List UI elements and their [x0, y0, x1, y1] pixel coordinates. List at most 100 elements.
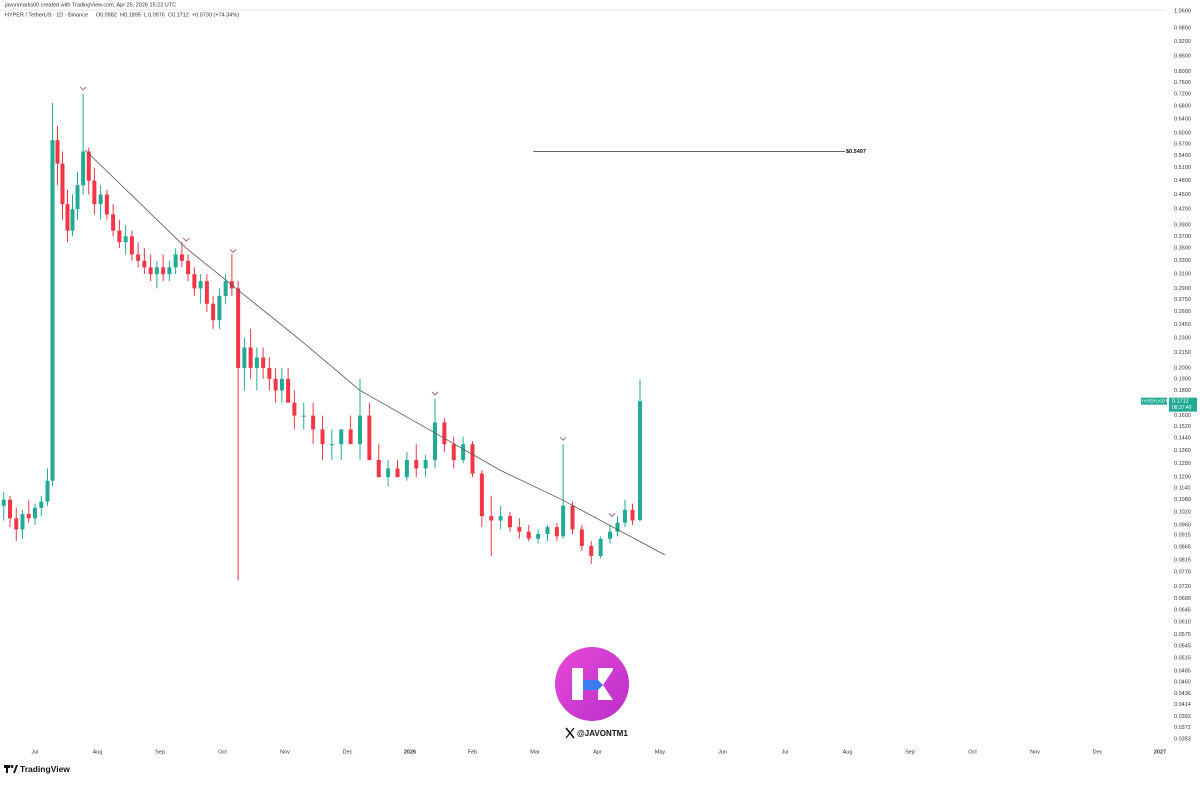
- y-tick-label: 0.0960: [1174, 522, 1191, 528]
- candle-body: [86, 151, 91, 181]
- pivot-marker: [559, 436, 567, 441]
- candle-body: [273, 378, 278, 391]
- y-tick-label: 0.8000: [1174, 69, 1191, 75]
- candle-body: [395, 468, 400, 478]
- logo: [555, 647, 629, 721]
- y-tick-label: 0.2450: [1174, 322, 1191, 328]
- candle-body: [186, 260, 191, 275]
- candle-body: [81, 151, 86, 186]
- symbol-legend: HYPER / TetherUS · 1D · Binance O 0.0982 H…: [5, 12, 239, 18]
- y-tick-label: 0.3100: [1174, 272, 1191, 278]
- x-tick-label: Jun: [718, 749, 727, 755]
- y-tick-label: 0.1900: [1174, 376, 1191, 382]
- candle-body: [161, 267, 166, 275]
- x-tick-label: Oct: [968, 749, 977, 755]
- y-tick-label: 0.0436: [1174, 691, 1191, 697]
- candle-body: [8, 499, 12, 519]
- y-tick-label: 0.1200: [1174, 475, 1191, 481]
- candle-body: [286, 378, 291, 403]
- candle-body: [517, 527, 522, 532]
- candle-body: [554, 527, 559, 537]
- x-tick-label: Feb: [468, 749, 477, 755]
- candle-body: [154, 267, 159, 275]
- candle-body: [223, 281, 228, 296]
- ohlc-letter: H: [120, 12, 124, 18]
- x-tick-label: Aug: [843, 749, 853, 755]
- y-tick-label: 0.0372: [1174, 725, 1191, 731]
- candle-body: [236, 288, 241, 368]
- x-tick-label: Apr: [593, 749, 602, 755]
- y-tick-label: 0.1280: [1174, 461, 1191, 467]
- candle-body: [329, 444, 334, 446]
- y-tick-label: 0.5400: [1174, 153, 1191, 159]
- y-tick-label: 0.2150: [1174, 350, 1191, 356]
- candle-body: [561, 505, 566, 537]
- ohlc-value: 0.0976: [148, 12, 165, 18]
- y-tick-label: 0.0770: [1174, 569, 1191, 575]
- watermark-handle: @JAVONTM1: [577, 729, 628, 738]
- candle-body: [65, 204, 70, 231]
- y-tick-label: 0.4200: [1174, 207, 1191, 213]
- y-tick-label: 0.2600: [1174, 309, 1191, 315]
- ohlc-letter: C: [168, 12, 172, 18]
- ohlc-value: 0.1712: [172, 12, 189, 18]
- y-tick-label: 0.9800: [1174, 25, 1191, 31]
- candle-body: [526, 531, 531, 539]
- footer-icon: [6, 765, 8, 773]
- y-tick-label: 0.1800: [1174, 388, 1191, 394]
- y-tick-label: 0.5100: [1174, 165, 1191, 171]
- candle-body: [608, 531, 612, 539]
- y-tick-label: 0.0414: [1174, 702, 1191, 708]
- y-tick-label: 0.0485: [1174, 668, 1191, 674]
- candle-body: [630, 509, 635, 521]
- candle-body: [623, 509, 627, 523]
- footer-icon: [13, 765, 18, 773]
- change: +0.0730 (+74.34%): [192, 12, 239, 18]
- candle-body: [442, 422, 447, 445]
- ohlc-letter: O: [96, 12, 101, 18]
- candle-body: [179, 254, 184, 261]
- candle-body: [536, 533, 541, 539]
- candle-body: [211, 303, 216, 321]
- pivot-marker: [431, 391, 439, 396]
- y-tick-label: 0.3300: [1174, 258, 1191, 264]
- y-tick-label: 0.1020: [1174, 509, 1191, 515]
- candle-body: [142, 260, 147, 268]
- candle-body: [55, 140, 60, 164]
- y-tick-label: 0.1140: [1174, 486, 1190, 492]
- y-tick-label: 0.1080: [1174, 497, 1191, 503]
- x-tick-label: Oct: [218, 749, 227, 755]
- candle-body: [589, 545, 594, 556]
- pivot-marker: [182, 237, 190, 242]
- candle-body: [451, 444, 456, 461]
- y-tick-label: 0.0915: [1174, 533, 1191, 539]
- price-tag-symbol: HYPERUSDT: [1140, 398, 1168, 403]
- candle-body: [638, 401, 642, 521]
- ohlc-value: 0.0982: [100, 12, 117, 18]
- candle-body: [376, 460, 381, 478]
- level-label: $0.5497: [846, 149, 866, 155]
- candle-body: [348, 429, 353, 445]
- y-tick-label: 0.0720: [1174, 584, 1191, 590]
- y-tick-label: 0.0392: [1174, 714, 1191, 720]
- footer-brand: TradingView: [20, 764, 70, 774]
- y-tick-label: 0.1440: [1174, 436, 1191, 442]
- y-tick-label: 0.6800: [1174, 104, 1191, 110]
- y-tick-label: 0.0515: [1174, 656, 1191, 662]
- y-tick-label: 0.2900: [1174, 286, 1191, 292]
- pivot-marker: [79, 86, 87, 91]
- candle-body: [20, 514, 25, 530]
- candle-body: [167, 267, 172, 275]
- candle-body: [414, 460, 419, 469]
- candles: [1, 93, 642, 581]
- candle-body: [123, 236, 128, 243]
- candle-body: [248, 347, 253, 368]
- candle-body: [111, 214, 116, 231]
- candle-body: [148, 267, 153, 275]
- candle-body: [311, 415, 316, 430]
- price-tag-box: [1169, 397, 1197, 412]
- candle-body: [261, 357, 266, 368]
- y-tick-label: 0.4500: [1174, 192, 1191, 198]
- candle-body: [50, 140, 55, 481]
- y-tick-label: 0.1520: [1174, 424, 1191, 430]
